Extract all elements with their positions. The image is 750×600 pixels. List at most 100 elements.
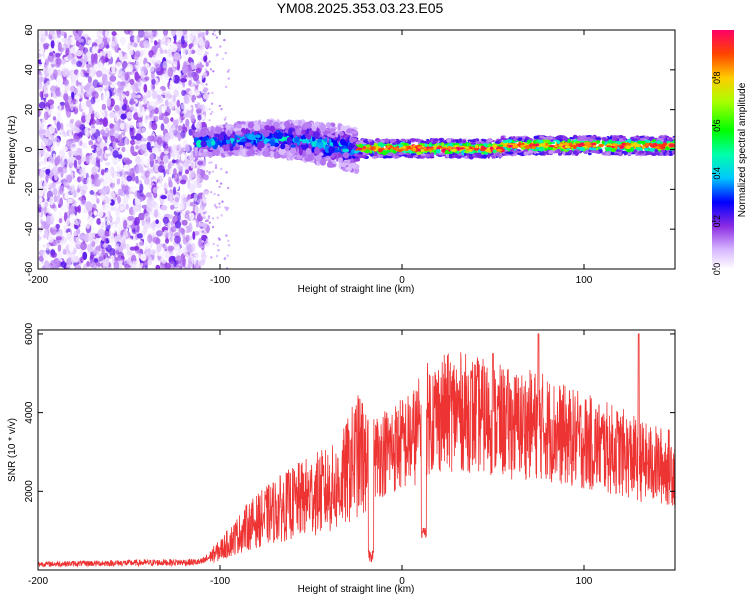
spectrogram-cell [167,222,172,230]
spectrogram-cell [124,194,132,200]
spectrogram-cell [98,119,104,125]
spectrogram-cell [48,51,54,57]
spectrogram-cell [157,165,165,173]
spectrogram-cell [255,134,261,139]
spectrogram-cell [200,56,204,62]
spectrogram-cell [68,204,75,214]
spectrogram-cell [83,263,87,269]
spectrogram-cell [192,35,198,45]
spectrogram-cell [214,133,221,137]
spectrogram-cell [210,191,213,194]
spectrogram-cell [44,30,48,37]
spectrogram-cell [100,55,107,64]
spectrogram-cell [181,219,188,226]
spectrogram-cell [163,251,171,260]
spectrogram-cell [195,47,202,55]
spectrogram-cell [139,241,145,246]
spectrogram-cell [187,106,193,111]
spectrogram-cell [74,172,79,177]
spectrogram-cell [113,260,120,269]
spectrogram-cell [189,183,196,193]
spectrogram-cell [314,121,320,126]
spectrogram-cell [172,159,176,164]
spectrogram-cell [218,202,221,205]
spectrogram-cell [174,220,182,229]
spectrogram-cell [195,89,201,96]
spectrogram-cell [52,240,58,246]
spectrogram-cell [211,217,215,220]
spectrogram-cell [151,78,156,86]
spectrogram-cell [209,130,215,138]
spectrogram-cell [280,143,286,150]
spectrogram-cell [45,126,52,131]
spectrogram-cell [39,197,43,203]
spectrogram-cell [118,51,123,61]
spectrogram-cell [160,123,165,131]
spectrogram-cell [145,115,150,120]
spectrogram-cell [56,121,61,131]
spectrogram-cell [165,238,169,244]
spectrogram-cell [96,218,102,225]
spectrogram-cell [342,148,350,153]
spectrogram-cell [208,161,211,164]
spectrogram-cell [185,210,191,215]
spectrogram-cell [129,35,135,43]
spectrogram-cell [103,110,108,119]
spectrogram-cell [204,90,207,93]
spectrogram-cell [209,46,212,49]
spectrogram-cell [143,40,150,48]
spectrogram-cell [57,166,64,173]
spectrogram-cell [59,31,67,36]
spectrogram-cell [211,140,216,146]
spectrogram-cell [114,187,119,195]
spectrogram-cell [63,186,68,194]
spectrogram-cell [200,107,204,110]
spectrogram-cell [44,229,49,239]
spectrogram-cell [174,204,182,213]
spectrogram-cell [202,222,208,229]
spectrogram-cell [205,30,209,36]
spectrogram-cell [164,132,170,143]
spectrogram-cell [319,123,327,132]
spectrogram-cell [147,135,154,141]
spectrogram-cell [203,191,210,196]
spectrogram-cell [38,85,42,90]
spectrogram-cell [156,151,161,157]
spectrogram-cell [56,111,61,118]
spectrogram-cell [109,111,116,119]
spectrogram-cell [65,218,70,226]
spectrogram-cell [210,161,213,164]
spectrogram-cell [235,130,243,136]
spectrogram-cell [38,33,42,40]
spectrogram-cell [123,252,128,261]
spectrogram-cell [198,84,204,92]
spectrogram-cell [214,164,218,167]
spectrogram-cell [48,108,53,115]
spectrogram-cell [60,185,65,193]
spectrogram-cell [105,257,110,267]
spectrogram-cell [60,122,64,131]
spectrogram-cell [127,219,133,226]
spectrogram-cell [225,124,232,130]
spectrogram-cell [69,222,76,228]
spectrogram-cell [39,170,46,177]
spectrogram-cell [66,174,73,184]
spectrogram-cell [316,138,323,143]
spectrogram-cell [125,203,129,210]
spectrogram-cell [38,52,42,58]
spectrogram-cell [109,248,116,256]
spectrogram-cell [115,243,119,249]
spectrogram-cell [41,205,45,214]
spectrogram-cell [214,166,218,169]
spectrogram-cell [214,34,217,37]
spectrogram-cell [209,68,213,71]
spectrogram-cell [38,101,46,109]
spectrogram-cell [342,151,350,159]
spectrogram-cell [188,222,193,233]
spectrogram-cell [99,30,103,35]
spectrogram-cell [120,113,127,120]
spectrogram-cell [237,141,245,145]
spectrogram-cell [57,244,62,252]
spectrogram-cell [100,187,108,195]
